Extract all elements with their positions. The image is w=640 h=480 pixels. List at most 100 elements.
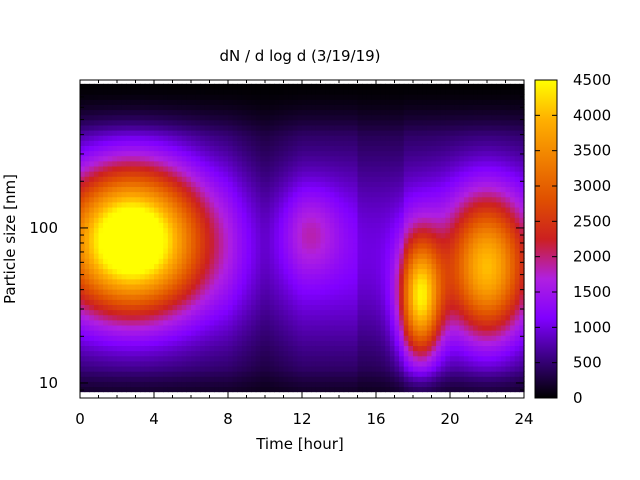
heatmap-cell <box>343 330 349 336</box>
heatmap-cell <box>181 160 187 167</box>
heatmap-cell <box>200 165 206 172</box>
heatmap-cell <box>440 88 446 95</box>
heatmap-cell <box>195 165 201 172</box>
heatmap-cell <box>325 222 331 229</box>
heatmap-cell <box>223 186 229 193</box>
heatmap-cell <box>255 355 261 362</box>
heatmap-cell <box>121 360 127 367</box>
heatmap-cell <box>209 345 215 352</box>
heatmap-cell <box>394 299 400 305</box>
heatmap-cell <box>431 386 437 393</box>
heatmap-cell <box>84 155 90 162</box>
heatmap-cell <box>223 237 229 244</box>
heatmap-cell <box>320 319 326 326</box>
heatmap-cell <box>135 340 141 347</box>
heatmap-cell <box>223 294 229 300</box>
heatmap-cell <box>450 304 456 311</box>
heatmap-cell <box>135 253 141 259</box>
heatmap-cell <box>454 242 460 249</box>
heatmap-cell <box>223 324 229 331</box>
heatmap-cell <box>408 314 414 321</box>
heatmap-cell <box>80 247 86 254</box>
heatmap-cell <box>302 135 308 141</box>
heatmap-cell <box>191 160 197 167</box>
heatmap-cell <box>181 155 187 162</box>
heatmap-cell <box>158 94 164 100</box>
heatmap-cell <box>237 222 243 229</box>
heatmap-cell <box>218 345 224 352</box>
heatmap-cell <box>140 237 146 244</box>
heatmap-cell <box>408 186 414 193</box>
heatmap-cell <box>126 335 132 341</box>
heatmap-cell <box>459 109 465 116</box>
heatmap-cell <box>130 155 137 162</box>
heatmap-cell <box>339 278 345 285</box>
heatmap-cell <box>288 335 294 341</box>
heatmap-cell <box>297 360 303 367</box>
heatmap-cell <box>167 222 174 229</box>
heatmap-cell <box>445 140 451 146</box>
heatmap-cell <box>181 309 187 316</box>
heatmap-cell <box>260 222 266 229</box>
heatmap-cell <box>232 104 238 111</box>
heatmap-cell <box>112 242 118 249</box>
heatmap-cell <box>172 99 178 105</box>
heatmap-cell <box>223 191 229 198</box>
heatmap-cell <box>366 304 372 311</box>
heatmap-cell <box>450 124 456 131</box>
heatmap-cell <box>209 124 215 131</box>
heatmap-cell <box>140 345 146 352</box>
heatmap-cell <box>274 304 280 311</box>
heatmap-cell <box>107 104 113 111</box>
heatmap-cell <box>135 304 141 311</box>
heatmap-cell <box>339 340 345 347</box>
heatmap-cell <box>399 330 405 336</box>
heatmap-cell <box>292 299 298 305</box>
heatmap-cell <box>228 350 234 357</box>
heatmap-cell <box>255 381 261 388</box>
heatmap-cell <box>246 365 252 372</box>
heatmap-cell <box>283 294 289 300</box>
heatmap-cell <box>394 335 400 341</box>
heatmap-cell <box>154 196 160 203</box>
heatmap-cell <box>459 83 465 90</box>
heatmap-cell <box>376 99 382 105</box>
heatmap-cell <box>297 160 303 167</box>
heatmap-cell <box>445 227 451 234</box>
heatmap-cell <box>362 381 368 388</box>
heatmap-cell <box>177 222 183 229</box>
heatmap-cell <box>413 181 419 188</box>
heatmap-cell <box>154 365 160 372</box>
heatmap-cell <box>84 376 90 382</box>
heatmap-cell <box>144 181 150 188</box>
heatmap-cell <box>121 114 127 121</box>
heatmap-cell <box>89 83 95 90</box>
heatmap-cell <box>413 376 419 382</box>
heatmap-cell <box>154 324 160 331</box>
heatmap-cell <box>195 212 201 218</box>
heatmap-cell <box>297 247 303 254</box>
heatmap-cell <box>408 227 414 234</box>
heatmap-cell <box>320 155 326 162</box>
heatmap-cell <box>237 181 243 188</box>
heatmap-cell <box>237 360 243 367</box>
heatmap-cell <box>80 114 86 121</box>
heatmap-cell <box>394 140 400 146</box>
heatmap-cell <box>459 181 465 188</box>
heatmap-cell <box>181 386 187 393</box>
heatmap-cell <box>334 196 340 203</box>
heatmap-cell <box>209 294 215 300</box>
heatmap-cell <box>463 309 470 316</box>
heatmap-cell <box>89 289 95 295</box>
heatmap-cell <box>98 355 104 362</box>
heatmap-cell <box>274 268 280 275</box>
heatmap-cell <box>352 371 359 377</box>
heatmap-cell <box>209 258 215 264</box>
heatmap-cell <box>366 104 372 111</box>
heatmap-cell <box>232 340 238 347</box>
heatmap-cell <box>149 314 155 321</box>
heatmap-cell <box>399 222 405 229</box>
heatmap-cell <box>158 299 164 305</box>
heatmap-cell <box>399 99 405 105</box>
heatmap-cell <box>408 376 414 382</box>
